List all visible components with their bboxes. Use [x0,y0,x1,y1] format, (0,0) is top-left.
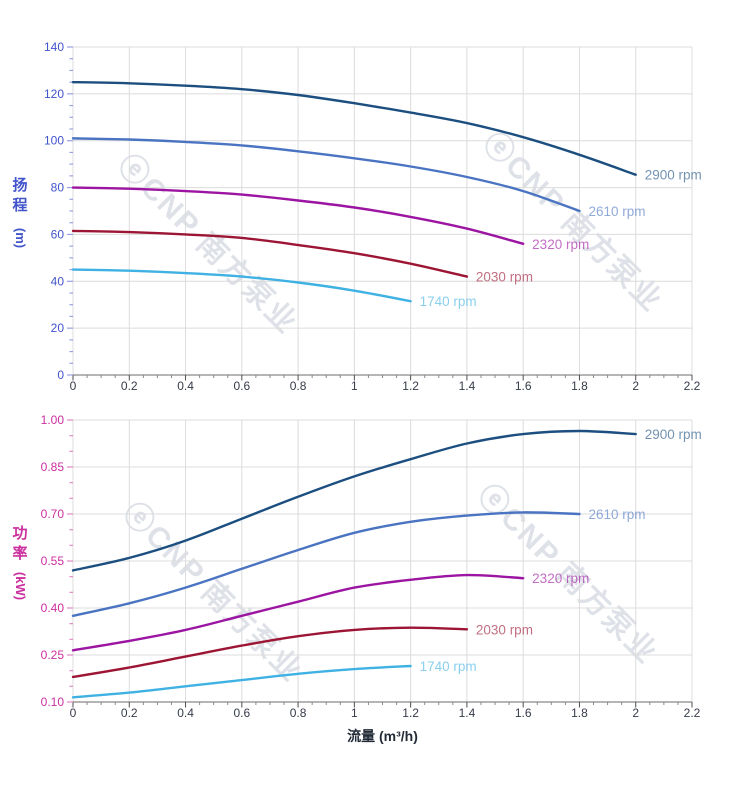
x-tick-label: 1.6 [515,379,532,393]
flow-x-axis-title: 流量 (m³/h) [347,728,418,744]
x-tick-label: 2 [632,706,639,720]
head-y-axis-title-char: 扬 [12,177,28,194]
head-y-axis-unit: (m) [13,227,28,249]
x-tick-label: 0.2 [121,706,138,720]
series-curve [71,664,412,699]
y-tick-label: 80 [51,181,65,195]
y-tick-label: 0.85 [41,460,65,474]
series-label: 2610 rpm [588,204,645,219]
x-tick-label: 0.4 [177,706,194,720]
series-label: 2030 rpm [476,270,533,285]
series-curve [71,268,412,303]
x-tick-label: 1.4 [459,379,476,393]
power-y-axis-title-char: 功 [12,525,28,542]
x-tick-label: 0.6 [233,706,250,720]
x-tick-label: 1 [351,706,358,720]
y-tick-label: 140 [44,40,64,54]
power-y-axis-unit: (kW) [13,571,29,601]
series-curve [71,573,525,652]
series-curve [71,186,525,245]
head-chart: 0 0.2 0.4 0.6 0.8 1 1.2 1.4 1.6 1.8 2 2.2 0 20 40 60 80 1… [44,40,702,393]
series-label: 2900 rpm [645,427,702,442]
series-curve [71,137,581,213]
x-tick-label: 0.2 [121,379,138,393]
series-label: 2610 rpm [588,507,645,522]
head-y-axis-title-char: 程 [12,197,28,214]
y-tick-label: 120 [44,87,64,101]
x-tick-label: 0.6 [233,379,250,393]
series-curve [71,229,469,278]
x-tick-label: 1.4 [459,706,476,720]
x-tick-label: 2 [632,379,639,393]
power-y-axis-title: 功 率 (kW) [7,524,33,600]
x-tick-label: 1.6 [515,706,532,720]
y-tick-label: 100 [44,134,64,148]
y-tick-label: 0.40 [41,601,65,615]
x-tick-label: 2.2 [684,379,701,393]
y-tick-label: 60 [51,227,65,241]
y-tick-label: 0.25 [41,648,65,662]
x-tick-label: 1.2 [402,706,419,720]
y-tick-label: 0.10 [41,695,65,709]
x-tick-label: 0 [70,379,77,393]
series-curve [71,429,637,572]
x-tick-label: 0.8 [290,379,307,393]
x-tick-label: 0.4 [177,379,194,393]
x-tick-label: 1.8 [571,706,588,720]
x-tick-label: 1.2 [402,379,419,393]
series-label: 2320 rpm [532,237,589,252]
head-y-axis-title: 扬 程 (m) [7,176,33,248]
y-tick-label: 0.70 [41,507,65,521]
power-y-axis-title-char: 率 [12,545,28,562]
x-tick-label: 2.2 [684,706,701,720]
x-tick-label: 0 [70,706,77,720]
y-tick-label: 0 [57,368,64,382]
power-chart: 0 0.2 0.4 0.6 0.8 1 1.2 1.4 1.6 1.8 2 2.2 0.10 0.25 0.… [41,413,702,720]
x-tick-label: 1 [351,379,358,393]
series-label: 2030 rpm [476,622,533,637]
series-label: 1740 rpm [420,659,477,674]
y-tick-label: 0.55 [41,554,65,568]
series-curve [71,626,469,679]
x-tick-label: 0.8 [290,706,307,720]
series-curve [71,80,637,176]
series-label: 1740 rpm [420,294,477,309]
series-curve [71,511,581,618]
y-tick-label: 1.00 [41,413,65,427]
series-label: 2900 rpm [645,168,702,183]
series-label: 2320 rpm [532,571,589,586]
y-tick-label: 20 [51,321,65,335]
x-tick-label: 1.8 [571,379,588,393]
y-tick-label: 40 [51,274,65,288]
